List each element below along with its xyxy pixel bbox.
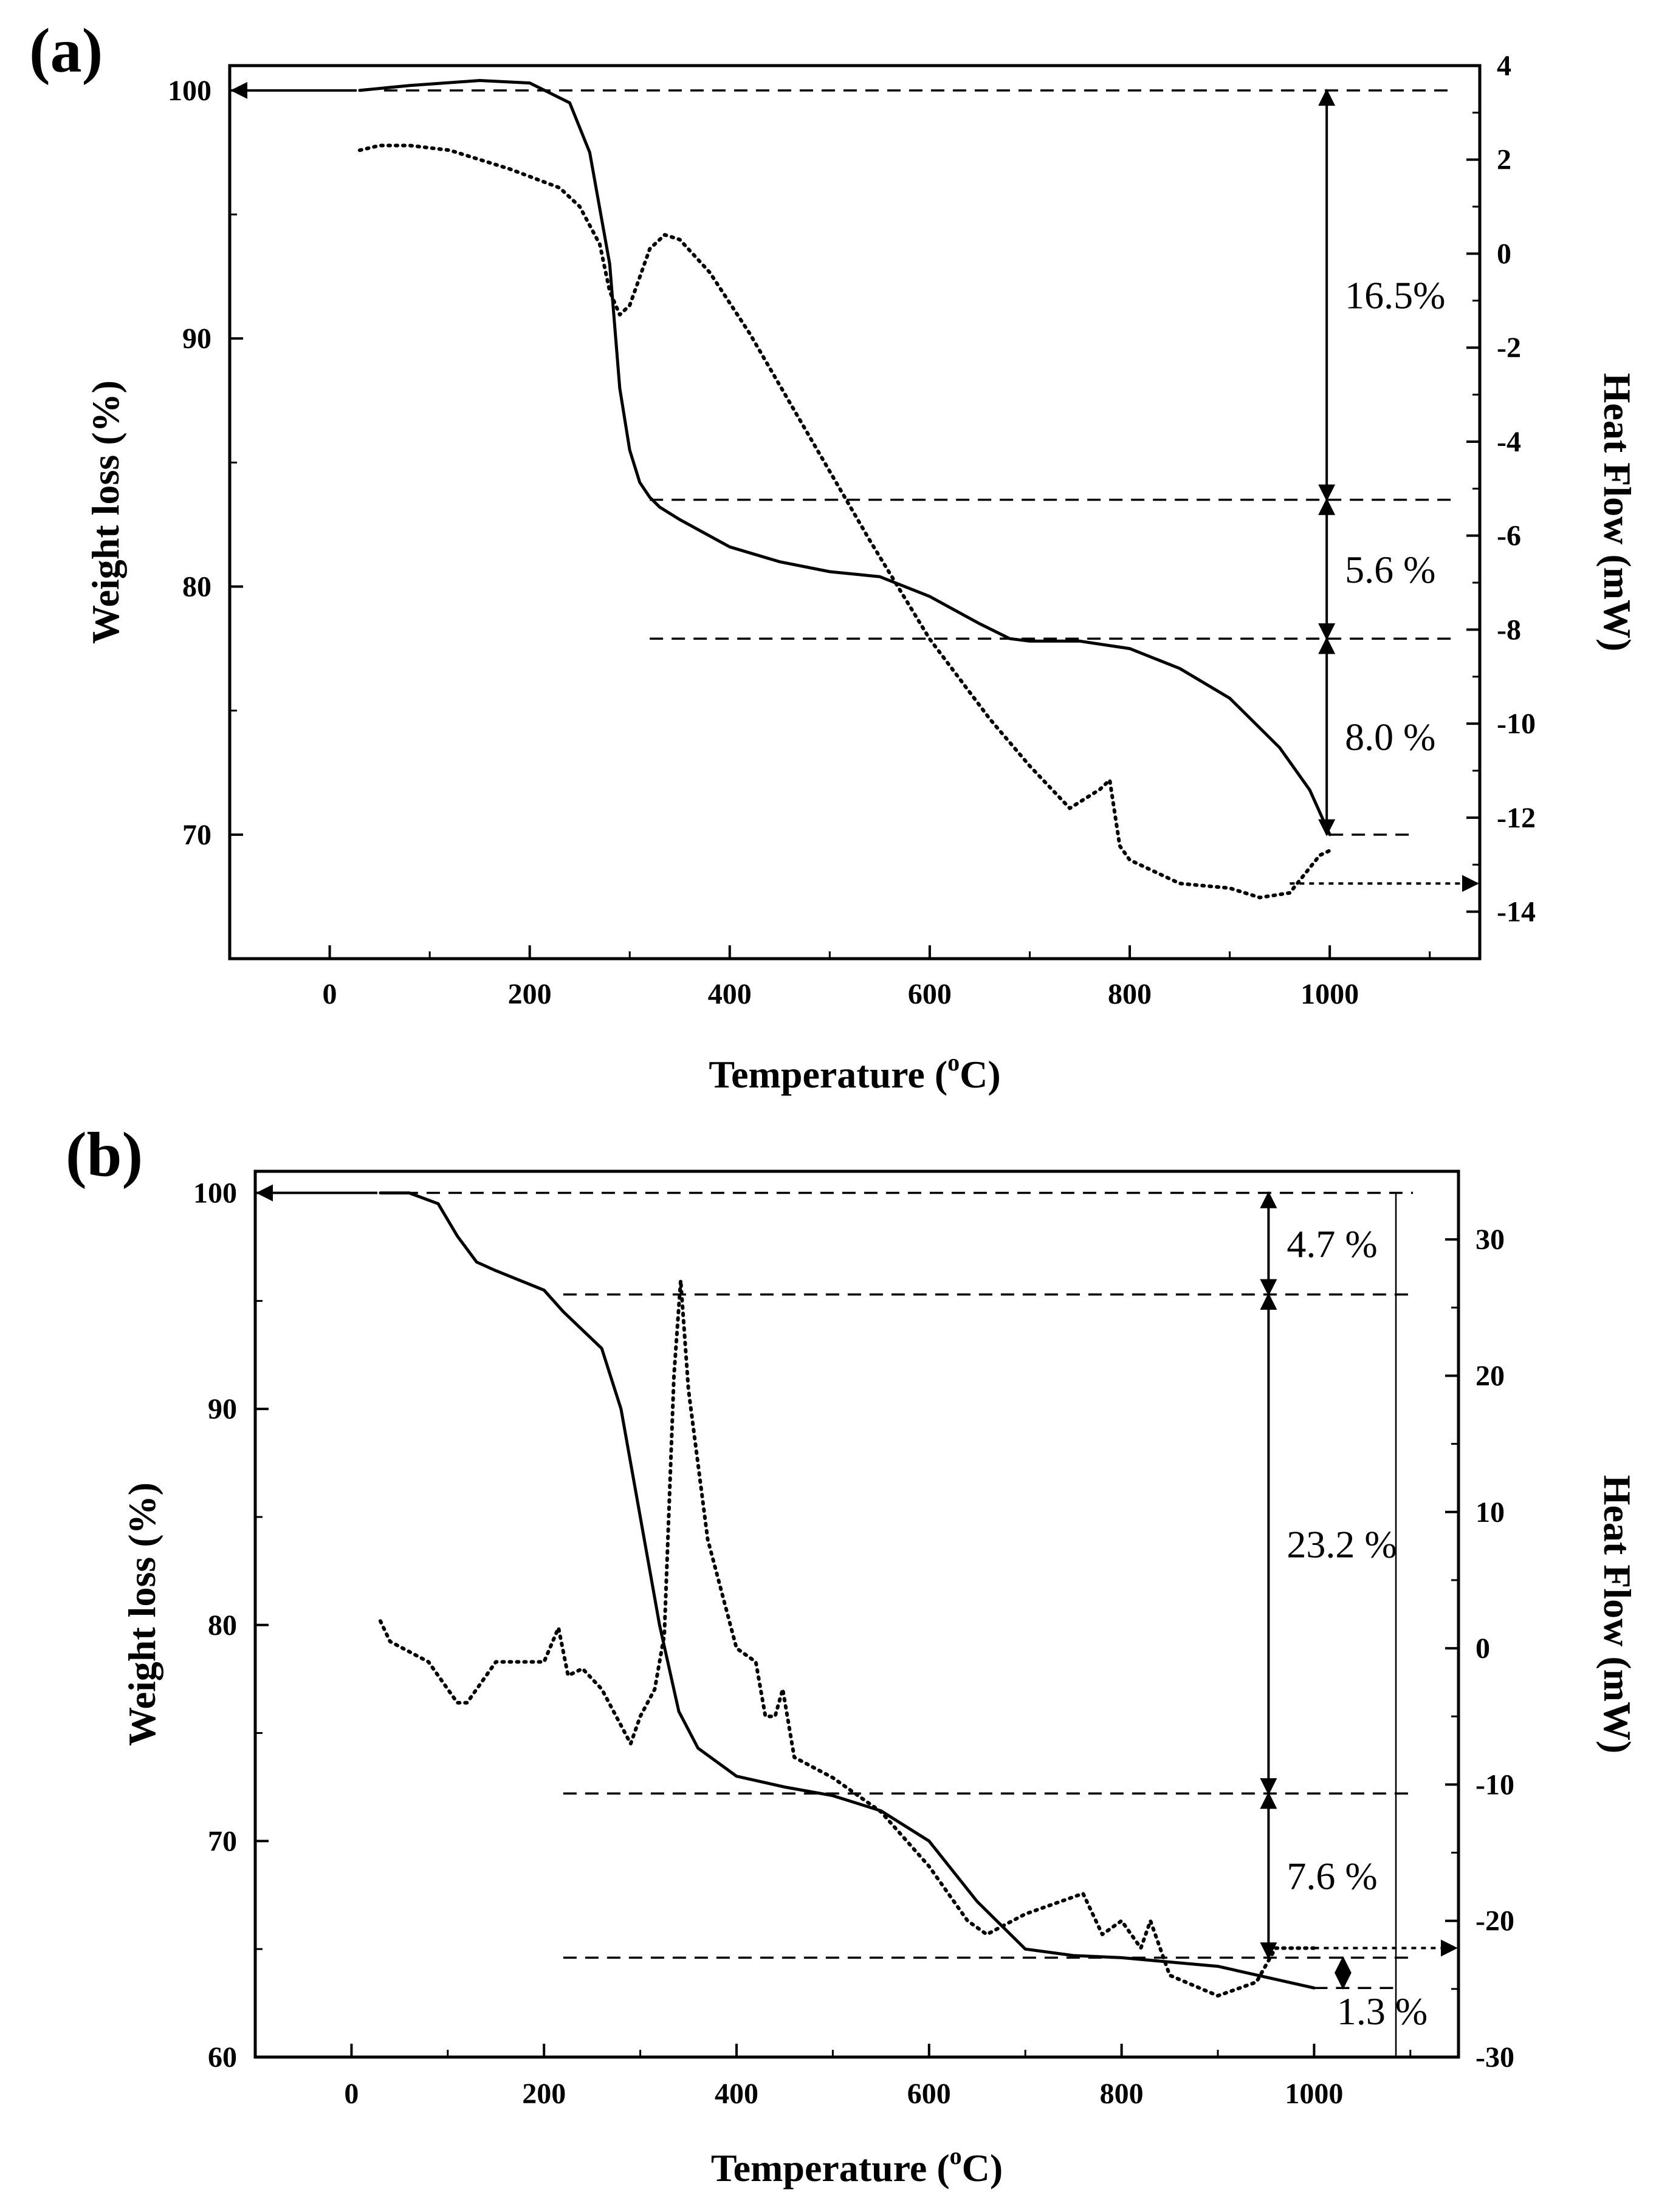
y-left-tick-label: 70 <box>182 819 211 851</box>
x-tick-label: 200 <box>508 978 552 1010</box>
y-left-tick-label: 60 <box>208 2041 237 2073</box>
annotation-label: 4.7 % <box>1287 1222 1377 1265</box>
y-right-tick-label: 20 <box>1476 1360 1505 1392</box>
annotation-label: 23.2 % <box>1287 1522 1397 1566</box>
weight-loss-curve <box>379 1191 1316 1990</box>
x-tick-label: 0 <box>344 2078 359 2110</box>
annotation-label: 5.6 % <box>1345 548 1435 591</box>
y-left-tick-label: 90 <box>182 323 211 355</box>
y-right-tick-label: -10 <box>1497 708 1536 740</box>
x-tick-label: 800 <box>1108 978 1152 1010</box>
y-left-axis-title: Weight loss (%) <box>120 1482 163 1746</box>
y-right-tick-label: -12 <box>1497 802 1536 834</box>
panel-label: (b) <box>66 1120 143 1190</box>
x-tick-label: 200 <box>522 2078 566 2110</box>
x-tick-label: 800 <box>1100 2078 1144 2110</box>
y-right-tick-label: -30 <box>1476 2041 1514 2073</box>
y-right-tick-label: -20 <box>1476 1905 1514 1937</box>
y-right-axis-title: Heat Flow (mW) <box>1596 1475 1639 1754</box>
x-tick-label: 400 <box>715 2078 758 2110</box>
y-right-tick-label: 0 <box>1476 1632 1490 1665</box>
annotation-label: 1.3 % <box>1337 1990 1428 2033</box>
y-right-tick-label: -10 <box>1476 1769 1514 1801</box>
panel-label: (a) <box>29 16 103 86</box>
annotation-label: 8.0 % <box>1345 716 1435 759</box>
y-right-tick-label: -4 <box>1497 426 1521 458</box>
x-axis-title: Temperature (oC) <box>711 2142 1003 2190</box>
y-right-tick-label: -2 <box>1497 332 1521 364</box>
y-right-axis-title: Heat Flow (mW) <box>1596 373 1639 652</box>
x-tick-label: 600 <box>907 2078 951 2110</box>
annotation-label: 16.5% <box>1345 274 1445 317</box>
y-right-tick-label: -14 <box>1497 896 1536 928</box>
y-left-tick-label: 80 <box>208 1609 237 1642</box>
x-tick-label: 600 <box>908 978 952 1010</box>
y-left-axis-title: Weight loss (%) <box>84 380 127 644</box>
y-right-tick-label: 10 <box>1476 1496 1505 1529</box>
x-tick-label: 1000 <box>1300 978 1359 1010</box>
x-axis-title: Temperature (oC) <box>709 1049 1000 1096</box>
y-left-tick-label: 100 <box>168 75 211 107</box>
y-right-tick-label: 4 <box>1497 50 1511 82</box>
y-right-tick-label: 2 <box>1497 144 1511 176</box>
y-right-tick-label: 30 <box>1476 1224 1505 1256</box>
panel-b: (b)0 200 400 600 800 1000607080901003020100-1… <box>66 1120 1639 2190</box>
y-right-tick-label: 0 <box>1497 238 1511 270</box>
x-tick-label: 400 <box>708 978 752 1010</box>
y-right-tick-label: -6 <box>1497 520 1521 552</box>
weight-loss-curve <box>358 79 1331 837</box>
annotation-label: 7.6 % <box>1287 1854 1377 1897</box>
y-left-tick-label: 90 <box>208 1393 237 1425</box>
plot-frame <box>228 64 1482 960</box>
panel-a: (a) 0 200 400 600 800 1000 70 80 90 100 4 2 0 -2 -4 -6 -8… <box>29 16 1639 1096</box>
x-tick-label: 0 <box>323 978 337 1010</box>
heat-flow-curve <box>378 1278 1316 1998</box>
y-left-tick-label: 100 <box>193 1177 237 1210</box>
y-right-tick-label: -8 <box>1497 614 1521 646</box>
y-left-tick-label: 80 <box>182 571 211 603</box>
x-tick-label: 1000 <box>1285 2078 1343 2110</box>
plot-frame <box>253 1169 1460 2059</box>
y-left-tick-label: 70 <box>208 1825 237 1857</box>
heat-flow-curve <box>357 143 1332 900</box>
